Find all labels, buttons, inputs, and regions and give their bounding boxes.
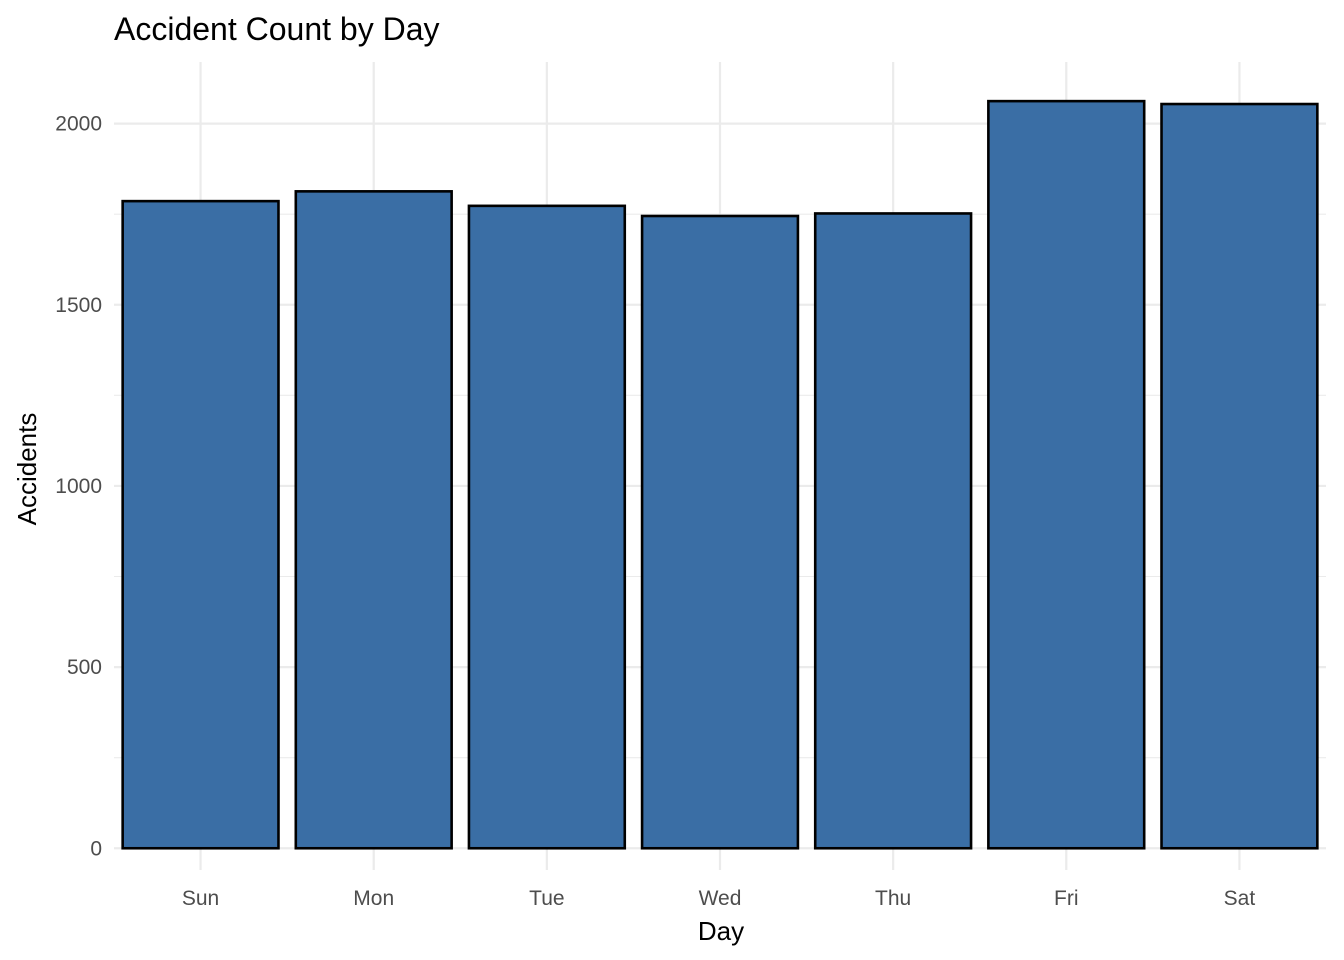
bar-wed [640, 214, 800, 850]
y-tick-label: 1500 [55, 294, 102, 317]
bar-thu [813, 212, 973, 850]
x-tick-label: Tue [529, 887, 564, 910]
y-tick-label: 500 [67, 656, 102, 679]
bars [121, 99, 1319, 850]
x-tick-label: Fri [1054, 887, 1079, 910]
x-axis-title: Day [698, 916, 744, 946]
x-tick-label: Sat [1224, 887, 1256, 910]
y-tick-label: 0 [90, 837, 102, 860]
x-axis-tick-labels: Sun Mon Tue Wed Thu Fri Sat [182, 887, 1255, 910]
bar-sun [121, 199, 280, 850]
y-axis-tick-labels: 0 500 1000 1500 2000 [55, 113, 102, 861]
x-tick-label: Wed [699, 887, 742, 910]
bar-tue [467, 204, 627, 850]
y-tick-label: 1000 [55, 475, 102, 498]
bar-sat [1160, 102, 1319, 850]
x-tick-label: Mon [353, 887, 394, 910]
chart-title: Accident Count by Day [114, 11, 440, 47]
bar-mon [294, 190, 453, 850]
x-tick-label: Sun [182, 887, 219, 910]
y-tick-label: 2000 [55, 113, 102, 136]
y-axis-title: Accidents [12, 413, 42, 526]
x-tick-label: Thu [875, 887, 911, 910]
bar-fri [987, 99, 1146, 850]
